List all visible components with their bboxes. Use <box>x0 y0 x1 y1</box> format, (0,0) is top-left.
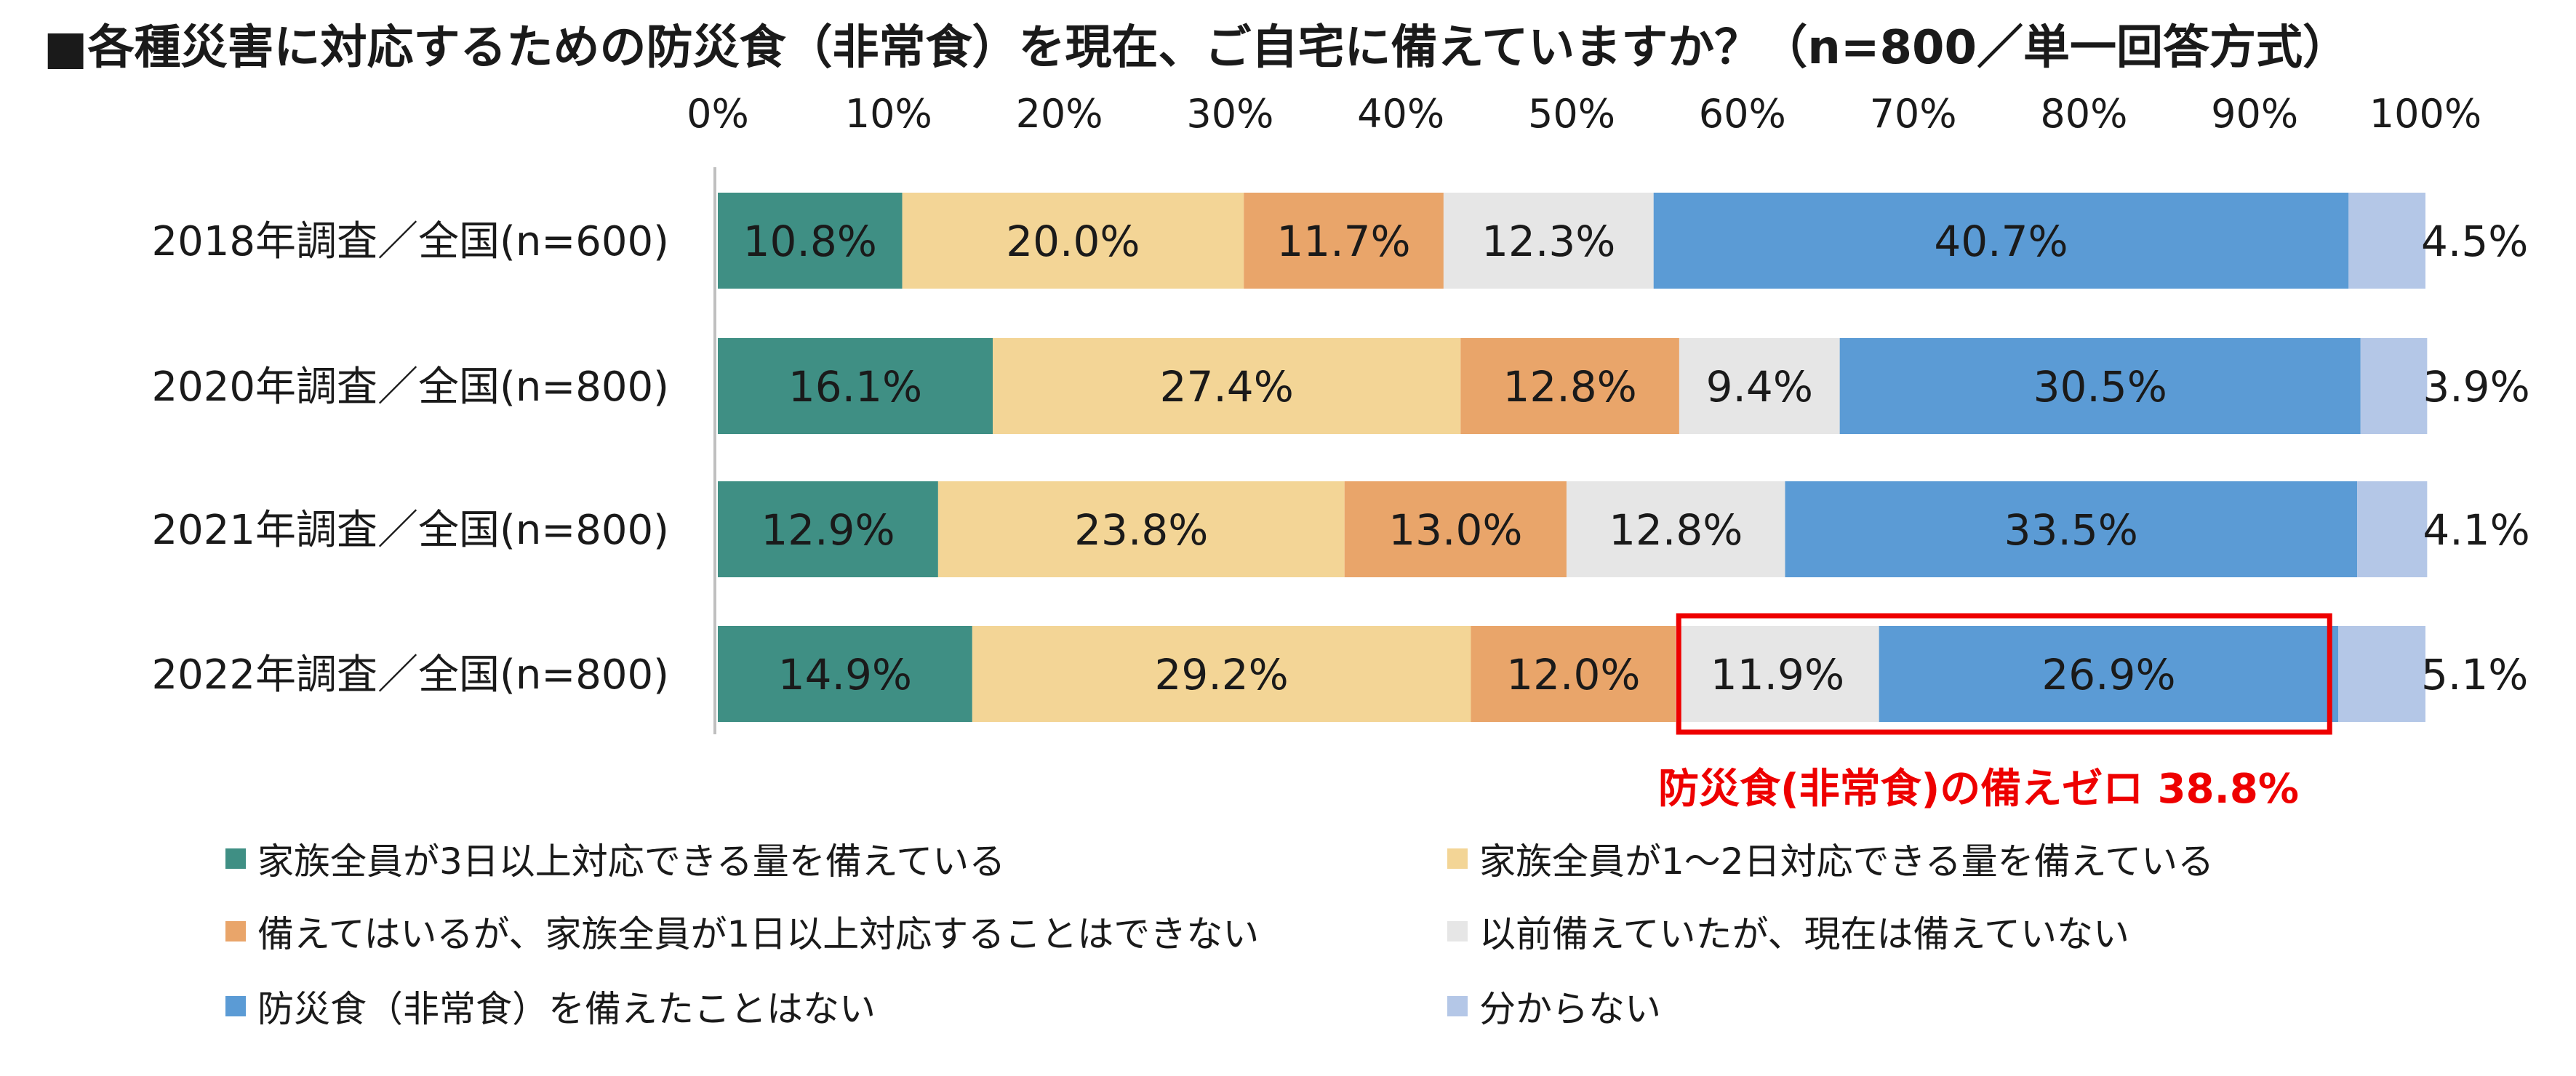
legend-swatch <box>225 848 246 869</box>
bar-segment <box>1471 626 1676 722</box>
data-label: 12.8% <box>1609 505 1743 555</box>
bar-segment <box>2360 338 2428 434</box>
data-label: 11.9% <box>1711 650 1844 699</box>
legend-label: 分からない <box>1479 988 1661 1030</box>
data-label: 33.5% <box>2004 505 2138 555</box>
bar-segment <box>1460 338 1679 434</box>
data-label: 13.0% <box>1388 505 1522 555</box>
data-label: 10.8% <box>743 217 877 266</box>
data-label: 12.3% <box>1481 217 1615 266</box>
bar-segment <box>937 481 1345 577</box>
bar-segment <box>1785 481 2358 577</box>
legend-swatch <box>1447 848 1468 869</box>
x-tick-label: 30% <box>1186 91 1273 137</box>
x-tick-label: 10% <box>845 91 932 137</box>
legend-swatch <box>1447 921 1468 942</box>
data-label: 4.1% <box>2423 505 2529 555</box>
legend-label: 以前備えていたが、現在は備えていない <box>1479 913 2129 955</box>
legend-label: 防災食（非常食）を備えたことはない <box>257 988 876 1030</box>
bar-segment <box>2357 481 2428 577</box>
data-label: 26.9% <box>2041 650 2175 699</box>
bar-segment <box>2348 193 2425 289</box>
x-tick-label: 60% <box>1699 91 1786 137</box>
data-label: 20.0% <box>1006 217 1140 266</box>
bar-segment <box>902 193 1244 289</box>
data-label: 16.1% <box>788 362 922 411</box>
bar-segment <box>1879 626 2339 722</box>
bar-segment <box>972 626 1471 722</box>
bar-segment <box>993 338 1461 434</box>
bar-segment <box>718 481 938 577</box>
bar-segment <box>1839 338 2361 434</box>
bar-segment <box>1676 626 1879 722</box>
bar-segment <box>1244 193 1444 289</box>
data-label: 12.9% <box>761 505 895 555</box>
data-label: 3.9% <box>2423 362 2529 411</box>
data-label: 9.4% <box>1706 362 1813 411</box>
data-label: 30.5% <box>2033 362 2167 411</box>
data-label: 27.4% <box>1160 362 1294 411</box>
x-tick-label: 100% <box>2369 91 2481 137</box>
annotation-text: 防災食(非常食)の備えゼロ 38.8% <box>1658 766 2299 813</box>
data-label: 5.1% <box>2421 650 2528 699</box>
bar-segment <box>1344 481 1567 577</box>
bar-segment <box>1653 193 2349 289</box>
x-tick-label: 90% <box>2211 91 2298 137</box>
bar-segment <box>718 193 903 289</box>
x-tick-label: 20% <box>1016 91 1103 137</box>
bar-segment <box>718 626 972 722</box>
x-tick-label: 50% <box>1528 91 1615 137</box>
legend-label: 備えてはいるが、家族全員が1日以上対応することはできない <box>257 913 1260 955</box>
data-label: 4.5% <box>2421 217 2528 266</box>
x-tick-label: 0% <box>687 91 749 137</box>
highlight-box <box>1676 613 2332 735</box>
legend-swatch <box>225 921 246 942</box>
data-label: 23.8% <box>1074 505 1208 555</box>
data-label: 12.8% <box>1503 362 1637 411</box>
bar-segment <box>2338 626 2425 722</box>
category-label: 2020年調査／全国(n=800) <box>151 364 669 411</box>
legend-item: 分からない <box>1447 980 1661 1032</box>
category-label: 2018年調査／全国(n=600) <box>151 218 669 265</box>
legend-label: 家族全員が3日以上対応できる量を備えている <box>257 840 1006 883</box>
x-tick-label: 70% <box>1870 91 1957 137</box>
legend-label: 家族全員が1～2日対応できる量を備えている <box>1479 840 2215 883</box>
bar-segment <box>1679 338 1840 434</box>
x-tick-label: 80% <box>2040 91 2127 137</box>
category-label: 2021年調査／全国(n=800) <box>151 507 669 554</box>
data-label: 14.9% <box>778 650 912 699</box>
chart-title: ■各種災害に対応するための防災食（非常食）を現在、ご自宅に備えていますか？（n=… <box>44 21 2350 75</box>
legend-item: 備えてはいるが、家族全員が1日以上対応することはできない <box>225 905 1259 957</box>
bar-segment <box>718 338 993 434</box>
legend-item: 防災食（非常食）を備えたことはない <box>225 980 876 1032</box>
legend-swatch <box>1447 996 1468 1016</box>
legend-item: 家族全員が3日以上対応できる量を備えている <box>225 832 1005 885</box>
category-label: 2022年調査／全国(n=800) <box>151 651 669 699</box>
legend-item: 以前備えていたが、現在は備えていない <box>1447 905 2129 957</box>
x-tick-label: 40% <box>1357 91 1444 137</box>
data-label: 40.7% <box>1934 217 2068 266</box>
legend-swatch <box>225 996 246 1016</box>
data-label: 29.2% <box>1155 650 1289 699</box>
legend-item: 家族全員が1～2日対応できる量を備えている <box>1447 832 2214 885</box>
data-label: 12.0% <box>1506 650 1640 699</box>
bar-segment <box>1443 193 1654 289</box>
data-label: 11.7% <box>1276 217 1410 266</box>
bar-segment <box>1566 481 1785 577</box>
